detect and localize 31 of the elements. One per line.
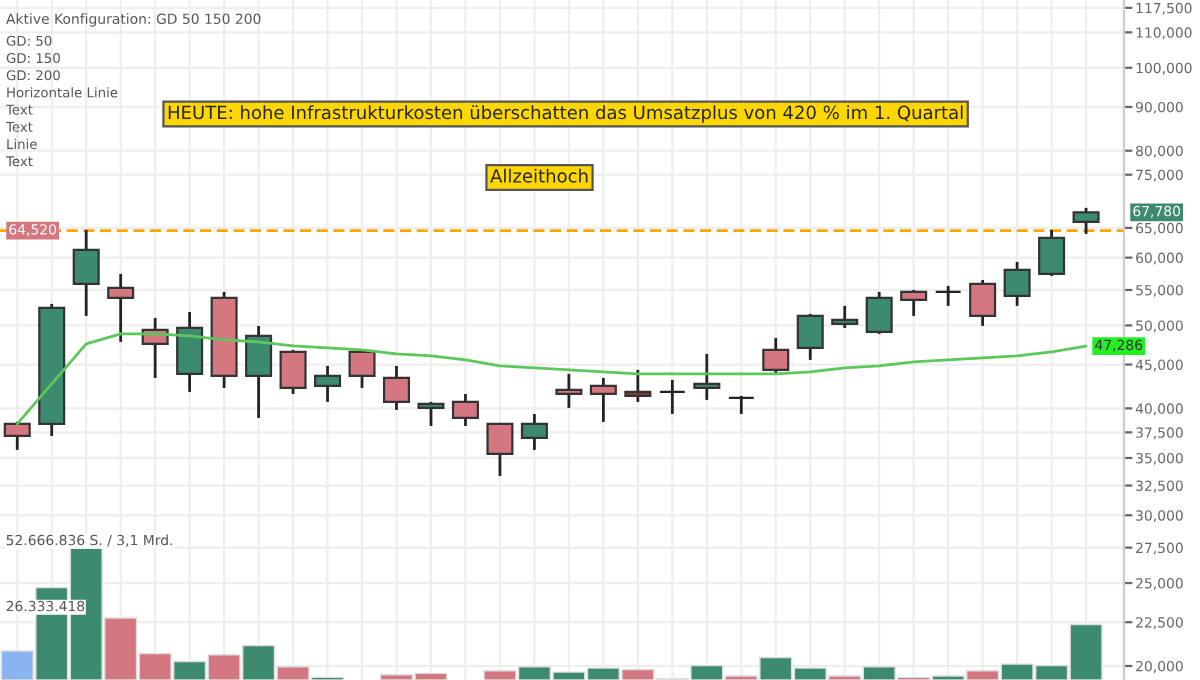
candlestick [762,336,790,376]
candlestick [314,364,342,404]
candlestick [72,228,100,318]
candlestick [1072,206,1100,236]
candlestick [727,394,755,416]
ref-line-label: Allzeithoch [490,168,588,183]
candlestick [624,368,652,404]
candlestick [1038,228,1066,278]
candlestick [279,348,307,396]
candlestick [245,324,273,420]
candlestick [1003,260,1031,308]
candlestick [382,364,411,412]
candlestick [3,420,31,452]
text: HEUTE: hohe Infrastrukturkosten überschatten das Umsatzplus von 420 % im 1. Quartal [168,105,963,123]
candlestick [693,352,721,402]
candlestick [658,378,686,416]
candlestick [796,312,824,362]
candlestick [589,376,617,424]
candlestick [831,304,859,330]
candlestick [969,278,997,328]
candlestick [555,372,583,410]
candlestick [934,284,962,308]
candlestick [520,412,548,452]
candlestick [107,272,135,344]
candlestick [486,422,514,478]
candlestick [176,310,204,394]
candlestick [417,400,445,428]
candlestick [348,348,376,390]
candlestick [900,288,928,318]
candlestick [451,392,479,428]
candlestick [865,290,893,336]
